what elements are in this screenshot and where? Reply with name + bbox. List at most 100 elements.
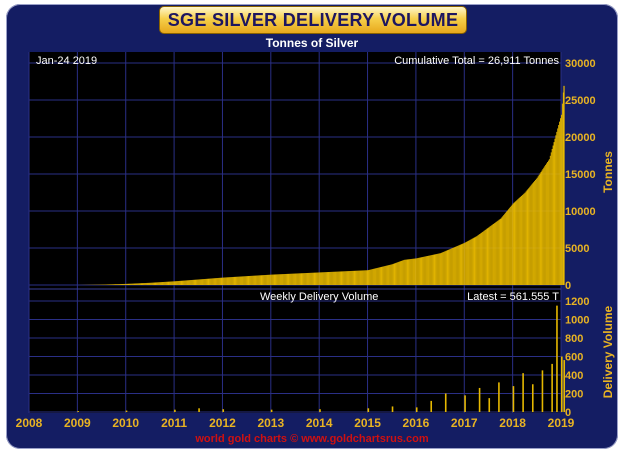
cumulative-bar-295: [351, 270, 353, 285]
cumulative-bar-309: [364, 270, 366, 285]
cumulative-bar-395: [444, 251, 446, 285]
weekly-bar-13: [478, 387, 481, 412]
cumulative-bar-340: [393, 263, 395, 285]
cumulative-bar-430: [477, 235, 479, 285]
cumulative-bar-421: [468, 240, 470, 285]
cumulative-bar-67: [139, 283, 141, 285]
cumulative-bar-148: [215, 278, 216, 285]
cumulative-bar-404: [453, 247, 455, 285]
cumulative-bar-406: [454, 246, 456, 285]
weekly-bar-19: [541, 370, 544, 412]
cumulative-bar-269: [327, 272, 329, 285]
cumulative-bar-169: [234, 276, 236, 285]
cumulative-bar-396: [445, 250, 447, 285]
cumulative-bar-129: [197, 279, 199, 285]
cumulative-bar-125: [193, 279, 195, 285]
cumulative-bar-244: [304, 273, 306, 285]
cumulative-bar-407: [455, 246, 457, 285]
cumulative-bar-208: [270, 274, 272, 285]
cumulative-bar-261: [320, 272, 322, 285]
cumulative-bar-79: [150, 282, 152, 285]
cumulative-bar-61: [134, 283, 135, 285]
cumulative-bar-77: [148, 282, 150, 285]
cumulative-bar-45: [119, 284, 121, 285]
cumulative-bar-410: [458, 245, 460, 285]
cumulative-bar-431: [478, 234, 480, 285]
cumulative-bar-211: [273, 274, 275, 285]
cumulative-bar-126: [194, 279, 196, 285]
cumulative-bar-484: [527, 189, 529, 285]
cumulative-bar-383: [433, 254, 435, 285]
cumulative-bar-217: [279, 274, 281, 285]
cumulative-bar-57: [130, 283, 132, 285]
cumulative-bar-251: [310, 272, 312, 285]
cumulative-bar-298: [354, 270, 356, 285]
cumulative-bar-505: [547, 162, 548, 285]
cumulative-bar-477: [521, 195, 522, 285]
cumulative-bar-327: [381, 266, 383, 285]
cumulative-bar-98: [168, 281, 170, 285]
cumulative-bar-344: [397, 262, 399, 285]
top-y-tick-30000: 30000: [565, 58, 596, 70]
cumulative-bar-56: [129, 283, 131, 285]
weekly-bar-6: [319, 409, 321, 412]
cumulative-bar-173: [238, 276, 240, 285]
cumulative-bar-426: [473, 237, 475, 285]
cumulative-bar-271: [329, 271, 331, 285]
cumulative-bar-71: [143, 283, 145, 285]
cumulative-bar-108: [177, 281, 179, 285]
cumulative-bar-41: [115, 284, 117, 285]
cumulative-bar-118: [187, 280, 189, 285]
cumulative-bar-92: [162, 281, 164, 285]
cumulative-bar-240: [300, 273, 302, 285]
cumulative-bar-405: [454, 247, 455, 285]
cumulative-bar-162: [228, 277, 229, 285]
cumulative-bar-210: [272, 274, 274, 285]
cumulative-bar-503: [545, 164, 547, 285]
cumulative-bar-164: [229, 277, 231, 285]
cumulative-bar-156: [222, 277, 224, 285]
cumulative-bar-328: [382, 266, 384, 285]
cumulative-bar-155: [221, 277, 223, 285]
cumulative-bar-518: [559, 121, 561, 285]
chart-subtitle: Tonnes of Silver: [265, 36, 359, 50]
cumulative-bar-419: [467, 241, 468, 285]
cumulative-bar-472: [516, 200, 518, 285]
cumulative-bar-450: [495, 221, 497, 285]
top-y-tick-20000: 20000: [565, 132, 596, 144]
cumulative-bar-278: [335, 271, 337, 285]
cumulative-bar-454: [499, 219, 501, 285]
cumulative-bar-358: [410, 259, 412, 285]
cumulative-bar-154: [220, 277, 222, 285]
cumulative-bar-399: [448, 249, 450, 285]
cumulative-bar-284: [341, 271, 343, 285]
cumulative-bar-362: [414, 258, 415, 285]
cumulative-bar-105: [175, 281, 176, 285]
cumulative-bar-174: [239, 276, 241, 285]
cumulative-bar-357: [409, 259, 411, 285]
cumulative-bar-515: [556, 131, 558, 285]
weekly-bar-17: [522, 373, 524, 412]
cumulative-bar-latest: [563, 85, 565, 285]
cumulative-bar-470: [514, 201, 516, 285]
cumulative-bar-506: [547, 160, 549, 285]
cumulative-bar-121: [189, 280, 191, 285]
cumulative-bar-263: [321, 272, 323, 285]
weekly-bar-8: [391, 406, 394, 412]
cumulative-bar-204: [267, 274, 268, 285]
cumulative-bar-195: [258, 275, 260, 285]
cumulative-bar-507: [548, 159, 550, 285]
cumulative-bar-291: [348, 271, 349, 285]
cumulative-bar-246: [306, 273, 308, 285]
cumulative-bar-341: [394, 263, 396, 285]
cumulative-bar-443: [489, 226, 491, 285]
cumulative-bar-223: [284, 273, 286, 285]
cumulative-bar-34: [108, 284, 110, 285]
cumulative-bar-512: [553, 142, 555, 285]
cumulative-bar-135: [202, 279, 204, 285]
x-tick-2009: 2009: [64, 416, 91, 430]
cumulative-bar-91: [162, 282, 163, 285]
cumulative-bar-417: [465, 242, 467, 285]
cumulative-bar-94: [164, 281, 166, 285]
cumulative-bar-314: [369, 269, 371, 285]
